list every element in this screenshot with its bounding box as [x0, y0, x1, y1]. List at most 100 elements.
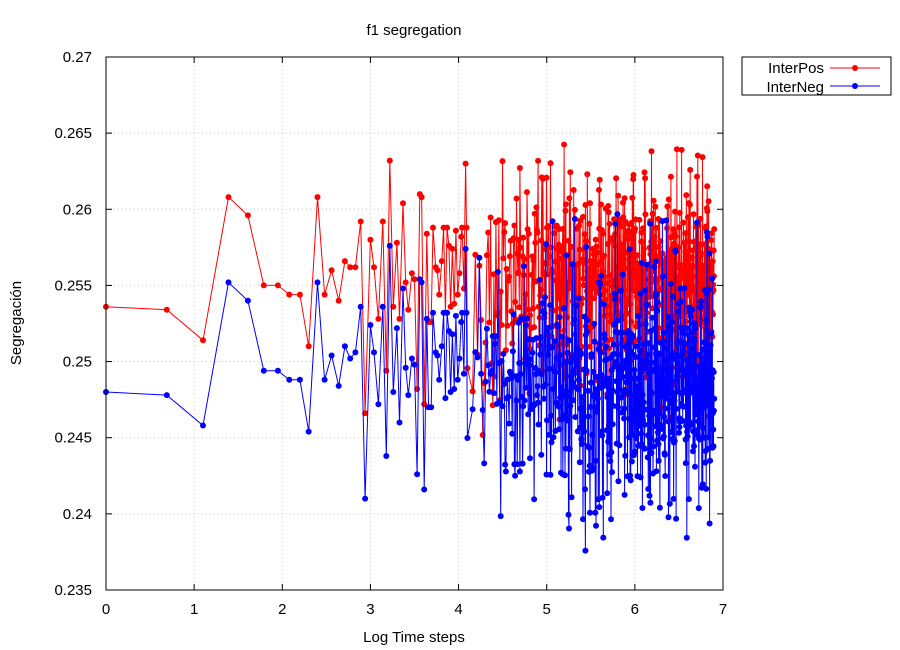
- data-point-interneg: [556, 314, 563, 321]
- data-point-interneg: [685, 496, 692, 503]
- data-point-interneg: [546, 431, 553, 438]
- data-point-interneg: [518, 315, 525, 322]
- data-point-interneg: [643, 301, 650, 308]
- data-point-interneg: [499, 403, 506, 410]
- data-point-interneg: [661, 338, 668, 345]
- data-point-interneg: [687, 313, 694, 320]
- data-point-interneg: [599, 494, 606, 501]
- data-point-interneg: [546, 365, 553, 372]
- data-point-interpos: [517, 244, 524, 251]
- data-point-interpos: [501, 229, 508, 236]
- data-point-interpos: [683, 271, 690, 278]
- data-point-interneg: [459, 309, 466, 316]
- data-point-interpos: [664, 203, 671, 210]
- data-point-interneg: [525, 411, 532, 418]
- data-point-interneg: [621, 405, 628, 412]
- data-point-interneg: [321, 376, 328, 383]
- data-point-interneg: [706, 250, 713, 257]
- data-point-interpos: [314, 194, 321, 201]
- data-point-interneg: [587, 404, 594, 410]
- data-point-interpos: [611, 216, 617, 223]
- data-point-interneg: [705, 381, 712, 388]
- data-point-interpos: [513, 195, 520, 202]
- data-point-interneg: [615, 351, 622, 358]
- data-point-interneg: [631, 367, 638, 373]
- data-point-interneg: [658, 425, 665, 432]
- data-point-interneg: [522, 322, 529, 329]
- data-point-interneg: [664, 405, 671, 412]
- data-point-interneg: [710, 443, 717, 450]
- data-point-interneg: [274, 367, 281, 374]
- data-point-interneg: [488, 367, 495, 374]
- data-point-interneg: [579, 394, 586, 400]
- data-point-interneg: [666, 328, 673, 335]
- data-point-interneg: [390, 389, 397, 395]
- data-point-interneg: [606, 435, 613, 442]
- data-point-interneg: [710, 426, 717, 433]
- data-point-interpos: [649, 210, 656, 217]
- y-axis: 0.235 0.24 0.245 0.25 0.255 0.26 0.265 0.27: [54, 49, 723, 599]
- data-point-interneg: [610, 341, 617, 348]
- data-point-interneg: [636, 422, 643, 429]
- data-point-interpos: [580, 275, 587, 282]
- data-point-interpos: [636, 216, 643, 223]
- data-point-interpos: [676, 224, 682, 231]
- data-point-interpos: [642, 211, 649, 218]
- data-point-interneg: [483, 325, 490, 332]
- data-point-interpos: [605, 203, 612, 209]
- data-point-interpos: [689, 247, 696, 254]
- data-point-interpos: [700, 265, 707, 271]
- data-point-interneg: [648, 390, 655, 396]
- data-point-interneg: [585, 387, 592, 394]
- data-point-interneg: [572, 414, 579, 420]
- data-point-interneg: [542, 294, 548, 301]
- data-point-interneg: [706, 520, 713, 527]
- data-point-interneg: [597, 384, 604, 391]
- data-point-interneg: [498, 358, 505, 364]
- data-point-interneg: [656, 409, 663, 416]
- data-point-interpos: [633, 273, 640, 280]
- data-point-interpos: [375, 315, 382, 322]
- data-point-interneg: [520, 403, 527, 410]
- data-point-interpos: [454, 291, 461, 298]
- data-point-interneg: [617, 287, 624, 294]
- data-point-interneg: [583, 244, 590, 250]
- data-point-interneg: [578, 351, 584, 358]
- data-point-interpos: [704, 208, 711, 215]
- data-point-interneg: [526, 362, 533, 369]
- data-point-interneg: [534, 383, 541, 390]
- data-point-interneg: [474, 354, 481, 361]
- data-point-interpos: [580, 213, 586, 220]
- data-point-interneg: [648, 359, 655, 366]
- data-point-interneg: [631, 406, 638, 413]
- data-point-interneg: [362, 495, 369, 502]
- data-point-interneg: [497, 513, 504, 520]
- data-point-interneg: [585, 413, 592, 420]
- data-point-interneg: [648, 450, 655, 456]
- data-point-interneg: [695, 505, 702, 512]
- data-point-interneg: [682, 460, 689, 467]
- data-point-interpos: [606, 272, 613, 279]
- data-point-interpos: [624, 310, 631, 317]
- data-point-interneg: [517, 371, 524, 378]
- data-point-interneg: [537, 351, 544, 358]
- data-point-interpos: [696, 241, 703, 248]
- data-point-interneg: [535, 399, 542, 406]
- data-point-interpos: [585, 265, 592, 272]
- data-point-interneg: [663, 217, 670, 224]
- data-point-interpos: [444, 224, 451, 231]
- data-point-interneg: [458, 319, 465, 325]
- data-point-interneg: [683, 534, 690, 541]
- data-point-interneg: [642, 287, 649, 294]
- data-point-interpos: [676, 209, 683, 216]
- plot-frame: [105, 56, 724, 591]
- data-point-interneg: [645, 340, 652, 347]
- data-point-interneg: [347, 355, 354, 362]
- data-point-interpos: [459, 224, 466, 231]
- data-point-interneg: [627, 472, 634, 479]
- data-point-interneg: [641, 445, 648, 452]
- chart-title: f1 segregation: [366, 22, 461, 39]
- data-point-interneg: [576, 459, 583, 466]
- data-point-interneg: [696, 351, 703, 358]
- y-tick-label: 0.24: [63, 506, 92, 523]
